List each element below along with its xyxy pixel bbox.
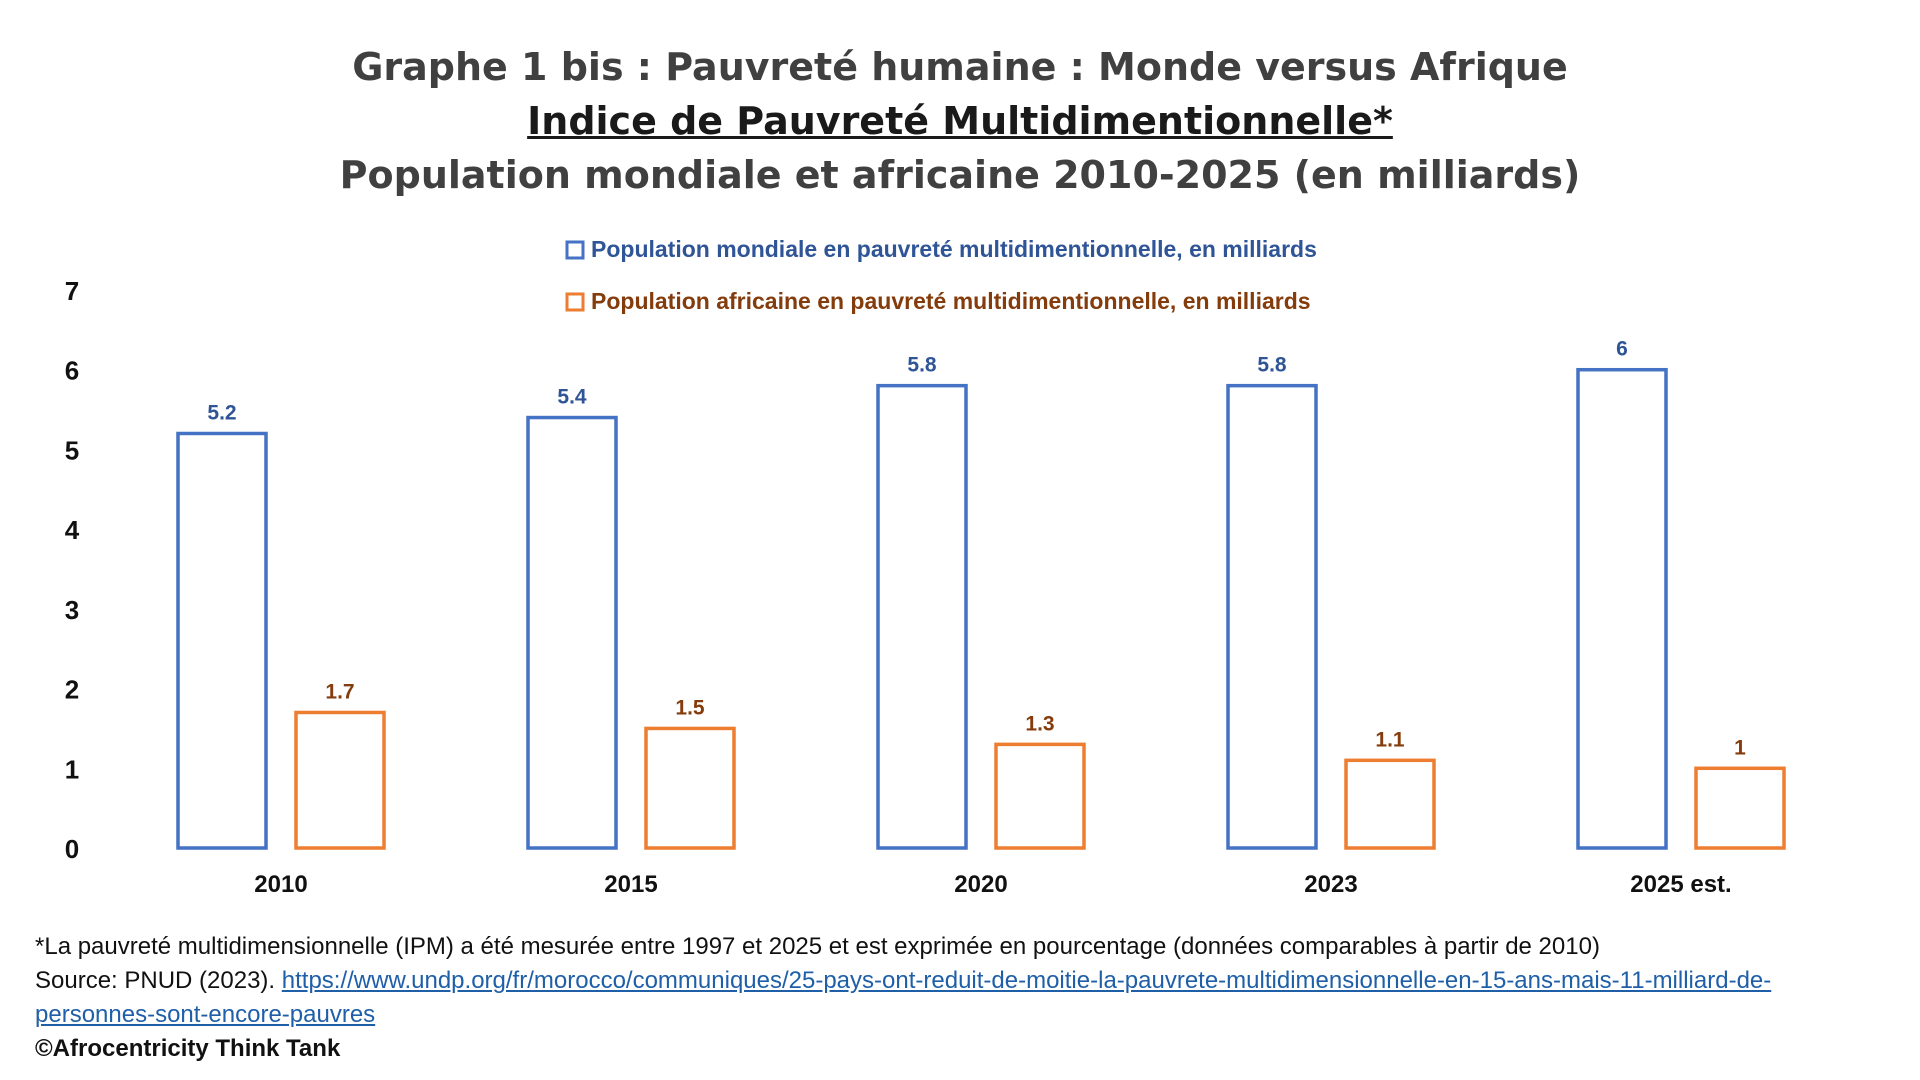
copyright-credit: ©Afrocentricity Think Tank bbox=[35, 1035, 341, 1062]
africa-bar bbox=[644, 726, 736, 850]
y-tick-label: 7 bbox=[65, 276, 79, 306]
x-category-label: 2010 bbox=[254, 871, 307, 898]
y-tick-label: 1 bbox=[65, 754, 79, 784]
chart-footer: *La pauvreté multidimensionnelle (IPM) a… bbox=[35, 930, 1885, 1066]
africa-data-label: 1 bbox=[1734, 736, 1746, 759]
source-line: Source: PNUD (2023). https://www.undp.or… bbox=[35, 964, 1885, 1032]
africa-data-label: 1.7 bbox=[325, 680, 354, 703]
chart-title: Graphe 1 bis : Pauvreté humaine : Monde … bbox=[352, 45, 1568, 89]
y-tick-label: 5 bbox=[65, 435, 79, 465]
chart-subtitle-index: Indice de Pauvreté Multidimentionnelle* bbox=[527, 99, 1393, 143]
y-tick-label: 6 bbox=[65, 356, 79, 386]
world-data-label: 5.2 bbox=[207, 401, 236, 424]
world-bar bbox=[176, 431, 268, 850]
x-category-label: 2023 bbox=[1304, 871, 1357, 898]
legend-label-2: Population africaine en pauvreté multidi… bbox=[591, 288, 1311, 314]
africa-data-label: 1.3 bbox=[1025, 712, 1054, 735]
world-data-label: 6 bbox=[1616, 338, 1628, 361]
africa-bar bbox=[294, 710, 386, 850]
source-link[interactable]: https://www.undp.org/fr/morocco/communiq… bbox=[35, 967, 1772, 1028]
x-category-label: 2025 est. bbox=[1630, 871, 1731, 898]
chart-title-block: Graphe 1 bis : Pauvreté humaine : Monde … bbox=[0, 40, 1920, 202]
world-data-label: 5.4 bbox=[557, 386, 587, 409]
africa-data-label: 1.5 bbox=[675, 696, 705, 719]
world-data-label: 5.8 bbox=[1257, 354, 1287, 377]
legend-swatch-2 bbox=[565, 292, 585, 312]
y-tick-label: 3 bbox=[65, 595, 79, 625]
chart-subtitle-population: Population mondiale et africaine 2010-20… bbox=[339, 153, 1581, 197]
legend-label-1: Population mondiale en pauvreté multidim… bbox=[591, 236, 1317, 262]
africa-data-label: 1.1 bbox=[1375, 728, 1405, 751]
y-tick-label: 4 bbox=[65, 515, 80, 545]
africa-bar bbox=[1694, 766, 1786, 850]
x-category-label: 2020 bbox=[954, 871, 1007, 898]
world-data-label: 5.8 bbox=[907, 354, 937, 377]
world-bar bbox=[526, 415, 618, 850]
world-bar bbox=[1226, 383, 1318, 850]
africa-bar bbox=[994, 742, 1086, 850]
legend-swatch-1 bbox=[565, 240, 585, 260]
world-bar bbox=[876, 383, 968, 850]
africa-bar bbox=[1344, 758, 1436, 850]
y-tick-label: 0 bbox=[65, 834, 79, 864]
y-tick-label: 2 bbox=[65, 675, 79, 705]
world-bar bbox=[1576, 367, 1668, 850]
source-prefix: Source: PNUD (2023). bbox=[35, 967, 282, 994]
x-category-label: 2015 bbox=[604, 871, 657, 898]
bar-chart: Population mondiale en pauvreté multidim… bbox=[65, 236, 1786, 898]
footnote: *La pauvreté multidimensionnelle (IPM) a… bbox=[35, 933, 1600, 960]
